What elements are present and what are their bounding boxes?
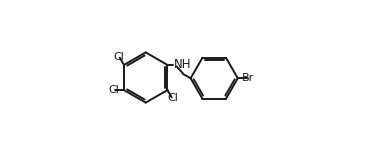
- Text: Br: Br: [242, 73, 254, 83]
- Text: Cl: Cl: [108, 85, 119, 95]
- Text: NH: NH: [174, 58, 192, 71]
- Text: Cl: Cl: [167, 93, 178, 104]
- Text: Cl: Cl: [114, 51, 124, 62]
